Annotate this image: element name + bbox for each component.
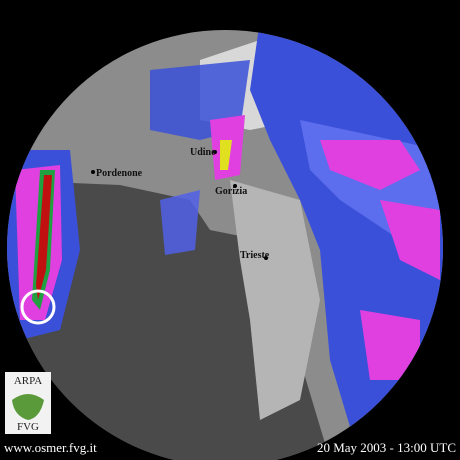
place-label: Trieste [240,250,270,261]
place-dot [213,150,217,154]
logo-name: ARPA [14,375,42,387]
karst [230,180,320,420]
place-dot [91,170,95,174]
place-dot [233,184,237,188]
rain-heavy [320,140,420,190]
rain-heavy [360,310,420,380]
rain-light [160,190,200,255]
place-label: Gorizia [215,186,247,197]
rain-extreme [36,175,52,300]
storm-marker [20,289,56,325]
footer-url: www.osmer.fvg.it [4,440,97,455]
place-label: Udine [190,147,216,158]
place-dot [264,256,268,260]
rain-heavy [380,200,440,280]
rain-core [220,140,232,170]
logo-region: FVG [17,421,39,433]
place-label: Pordenone [96,168,143,179]
logo-shape [12,394,44,420]
footer-timestamp: 20 May 2003 - 13:00 UTC [317,440,456,455]
